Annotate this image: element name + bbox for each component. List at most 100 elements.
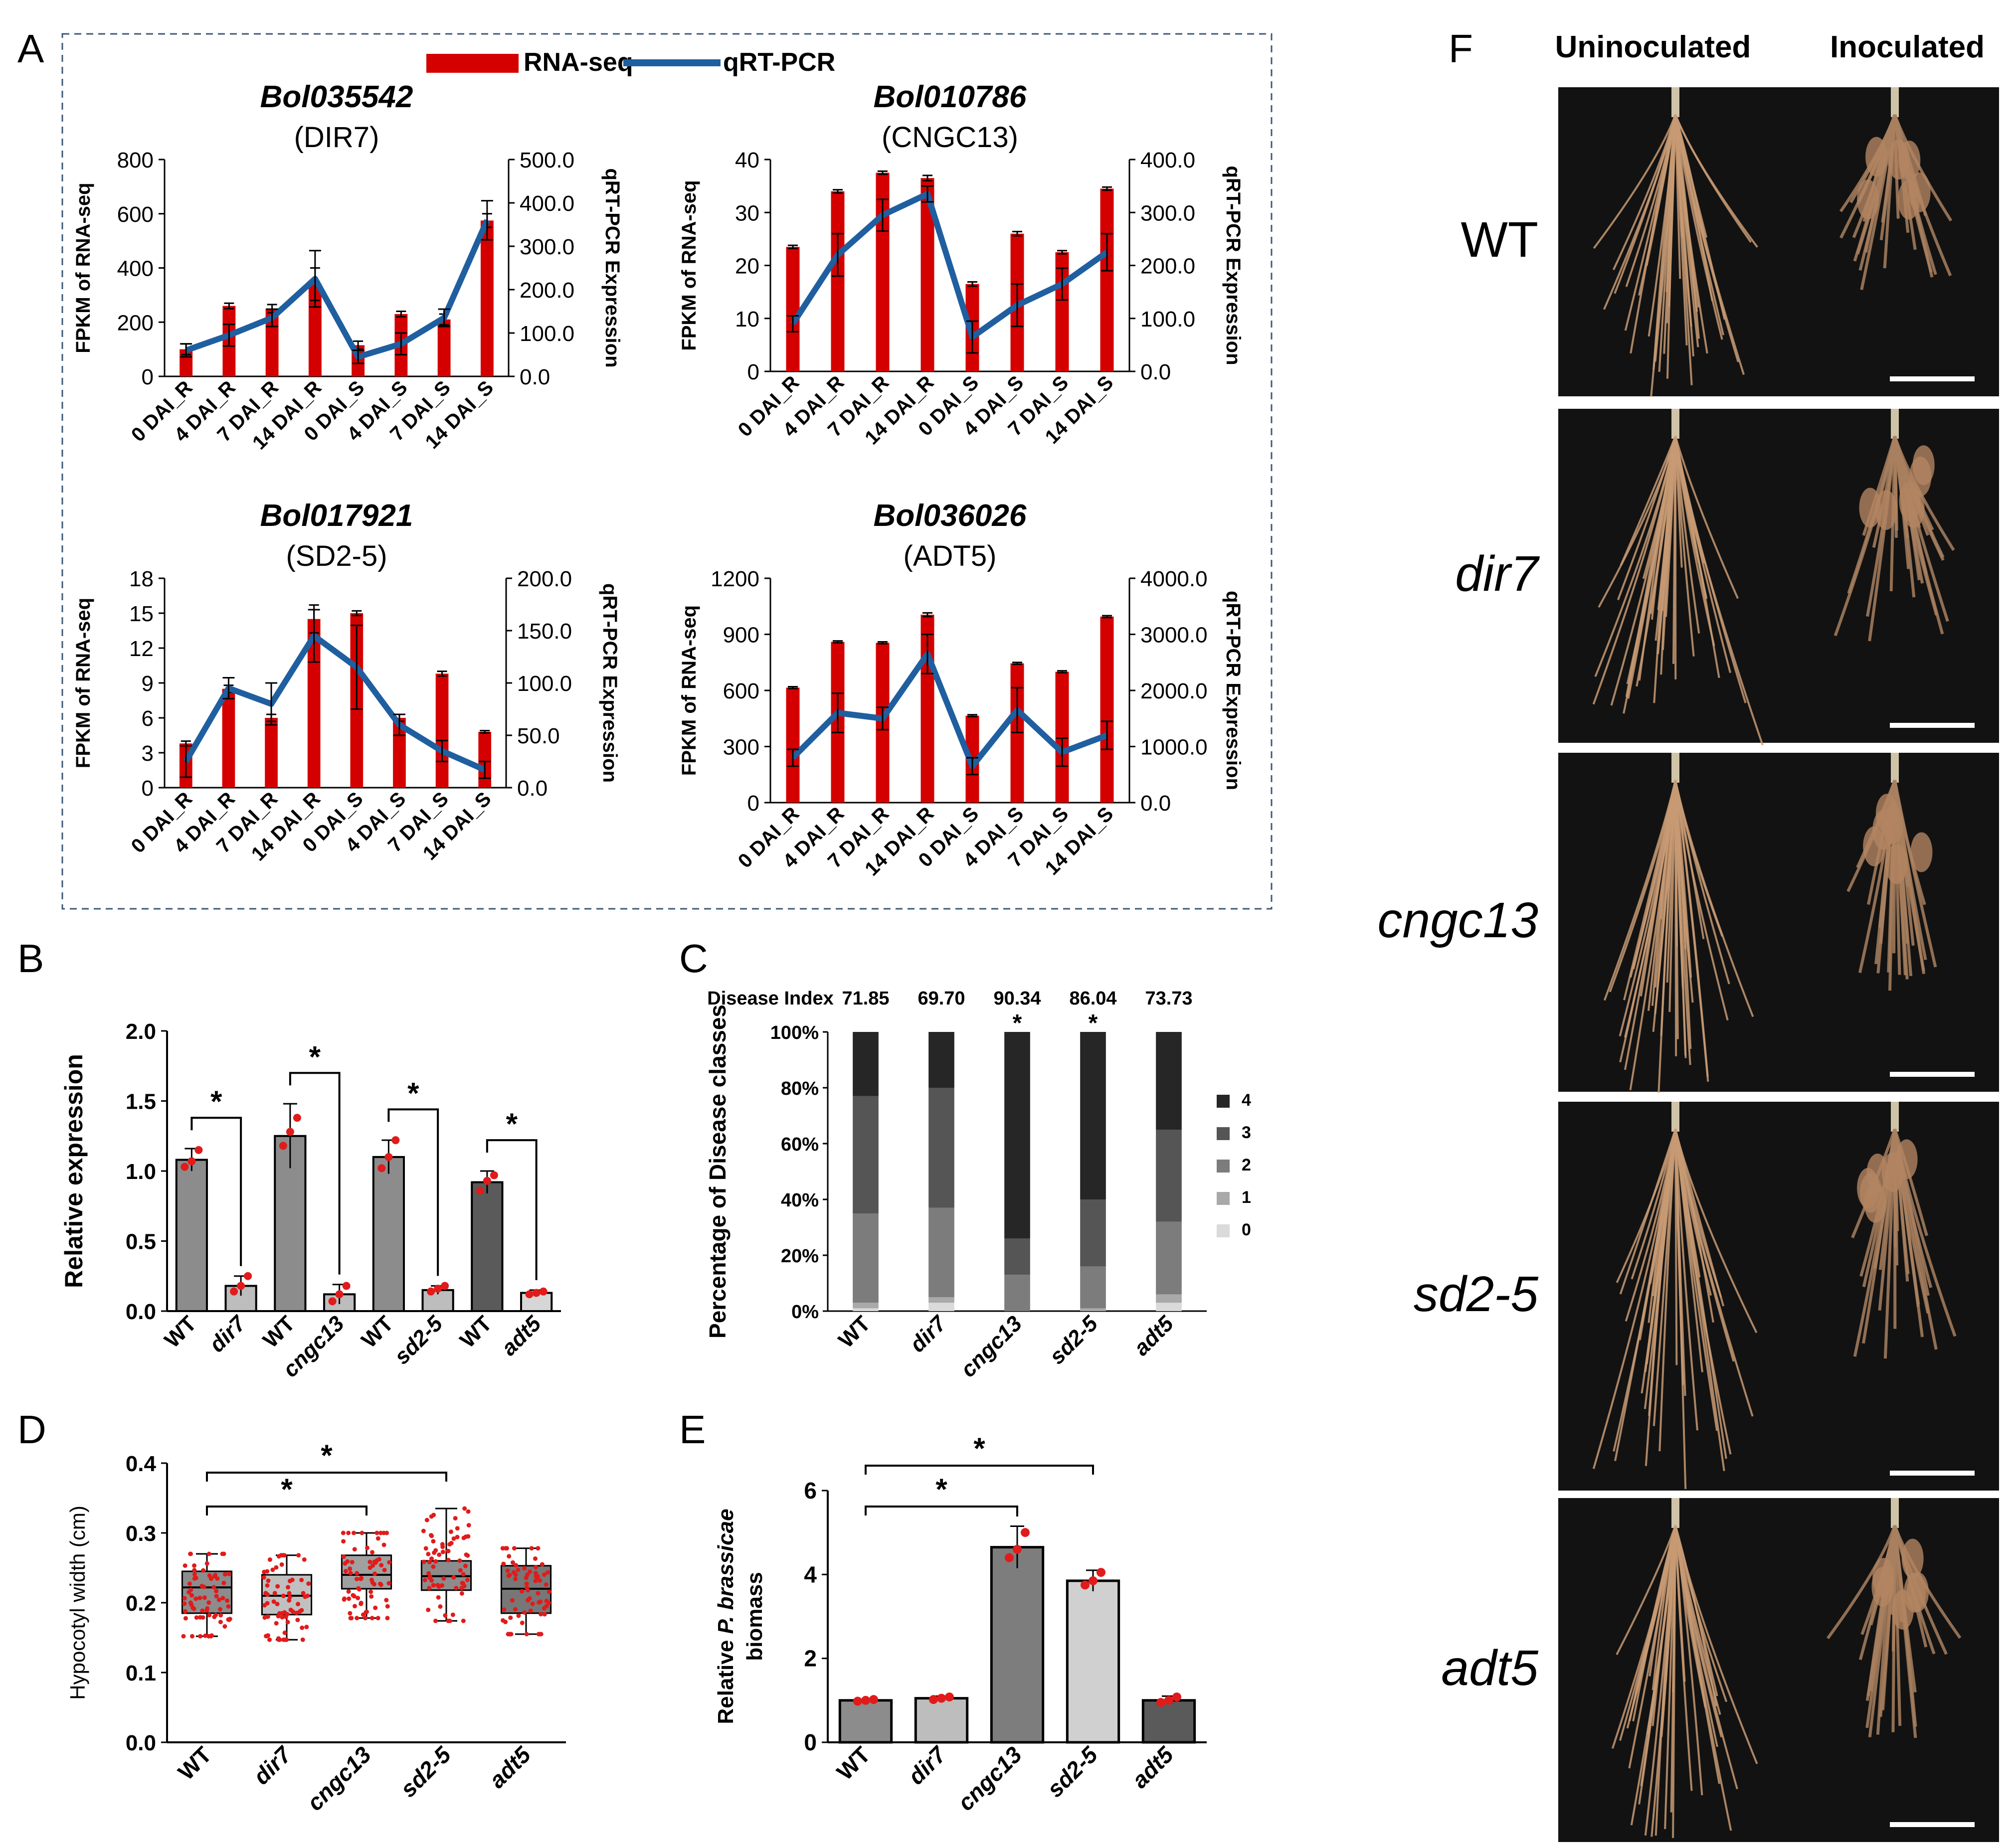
root-strand xyxy=(1674,780,1709,1077)
plant-stem xyxy=(1671,1498,1679,1528)
bar xyxy=(471,1181,504,1312)
data-point xyxy=(213,1572,218,1577)
y-tick-label: 0 xyxy=(747,791,759,816)
data-point xyxy=(378,1582,383,1587)
data-point xyxy=(351,1530,356,1535)
data-point xyxy=(538,1578,543,1583)
column-header-inoculated: Inoculated xyxy=(1830,30,1985,64)
data-point xyxy=(261,1575,266,1580)
data-point xyxy=(524,1632,529,1637)
data-point xyxy=(342,1596,347,1601)
data-point xyxy=(226,1604,231,1609)
plant-stem xyxy=(1891,1498,1899,1528)
data-point xyxy=(359,1576,364,1581)
y-tick-label: 0.0 xyxy=(126,1731,156,1755)
y-tick-label: 0.4 xyxy=(126,1452,157,1476)
club-gall xyxy=(1871,1567,1894,1607)
data-point xyxy=(1089,1576,1098,1585)
y2-tick-label: 500.0 xyxy=(520,148,574,172)
chart-title: Bol035542 xyxy=(260,80,413,114)
bar-rnaseq xyxy=(1100,188,1114,371)
data-point xyxy=(507,1554,512,1559)
stacked-segment-class-2 xyxy=(1080,1266,1106,1309)
significance-bracket xyxy=(486,1139,538,1280)
stacked-segment-class-3 xyxy=(1004,1238,1030,1275)
x-tick-label: cngc13 xyxy=(302,1741,376,1816)
line-qpcr xyxy=(790,651,1108,769)
data-point xyxy=(529,1546,534,1551)
data-point xyxy=(274,1565,279,1570)
data-point xyxy=(193,1596,198,1601)
data-point xyxy=(547,1589,551,1594)
data-point xyxy=(347,1596,352,1601)
data-point xyxy=(287,1591,292,1596)
data-point xyxy=(192,1572,197,1577)
data-point xyxy=(202,1595,207,1600)
panel-letter-e: E xyxy=(679,1407,706,1452)
data-point xyxy=(465,1553,470,1558)
data-point xyxy=(355,1571,360,1576)
data-point xyxy=(270,1567,275,1572)
panel-a-frame xyxy=(61,33,1273,910)
root-strand xyxy=(1620,436,1676,566)
data-point xyxy=(466,1523,471,1528)
data-point xyxy=(461,1572,466,1577)
stacked-segment-class-4 xyxy=(1080,1032,1106,1199)
data-point xyxy=(198,1634,203,1639)
data-point xyxy=(220,1551,225,1556)
disease-index-value: 86.04 xyxy=(1069,988,1116,1009)
legend-swatch-rnaseq xyxy=(426,54,519,73)
significance-star: * xyxy=(1013,1010,1022,1036)
data-point xyxy=(188,1600,193,1605)
data-point xyxy=(282,1637,287,1642)
data-point xyxy=(276,1554,281,1559)
y-tick-label: 800 xyxy=(117,148,154,172)
data-point xyxy=(211,1585,216,1590)
plant-stem xyxy=(1891,1102,1899,1132)
data-point xyxy=(374,1530,379,1535)
data-point xyxy=(945,1692,954,1702)
panel-letter-c: C xyxy=(679,936,708,981)
data-point xyxy=(440,1544,445,1549)
data-point xyxy=(287,1598,292,1603)
data-point xyxy=(450,1612,455,1617)
y-tick-label: 200 xyxy=(117,311,154,335)
data-point xyxy=(381,1542,386,1547)
data-point xyxy=(218,1620,223,1625)
data-point xyxy=(381,1530,386,1535)
data-point xyxy=(423,1546,428,1551)
bar-rnaseq xyxy=(437,319,451,376)
data-point xyxy=(937,1693,946,1703)
data-point xyxy=(272,1591,277,1596)
data-point xyxy=(528,1608,533,1613)
data-point xyxy=(447,1542,452,1547)
data-point xyxy=(447,1618,452,1623)
y2-tick-label: 1000.0 xyxy=(1140,735,1208,760)
y-tick-label: 0% xyxy=(791,1302,819,1323)
data-point xyxy=(361,1612,366,1617)
legend-label-class: 1 xyxy=(1242,1188,1251,1207)
bar-rnaseq xyxy=(786,687,800,803)
data-point xyxy=(369,1616,374,1621)
data-point xyxy=(262,1603,267,1608)
data-point xyxy=(187,1581,192,1586)
plant-stem xyxy=(1891,409,1899,439)
club-gall xyxy=(1875,794,1898,834)
root-photo xyxy=(1558,409,1999,746)
data-point xyxy=(534,1565,539,1570)
data-point xyxy=(275,1602,280,1607)
data-point xyxy=(216,1597,221,1602)
data-point xyxy=(194,1615,199,1620)
data-point xyxy=(190,1605,195,1610)
data-point xyxy=(1097,1568,1105,1577)
plant-stem xyxy=(1891,87,1899,117)
panel-letter-f: F xyxy=(1449,26,1473,71)
y2-tick-label: 150.0 xyxy=(517,619,572,644)
legend-label-class: 2 xyxy=(1242,1156,1251,1175)
data-point xyxy=(365,1545,369,1550)
root-strand xyxy=(1674,1129,1758,1334)
data-point xyxy=(276,1637,281,1642)
data-point xyxy=(280,1615,285,1620)
data-point xyxy=(438,1604,443,1609)
data-point xyxy=(520,1620,525,1625)
